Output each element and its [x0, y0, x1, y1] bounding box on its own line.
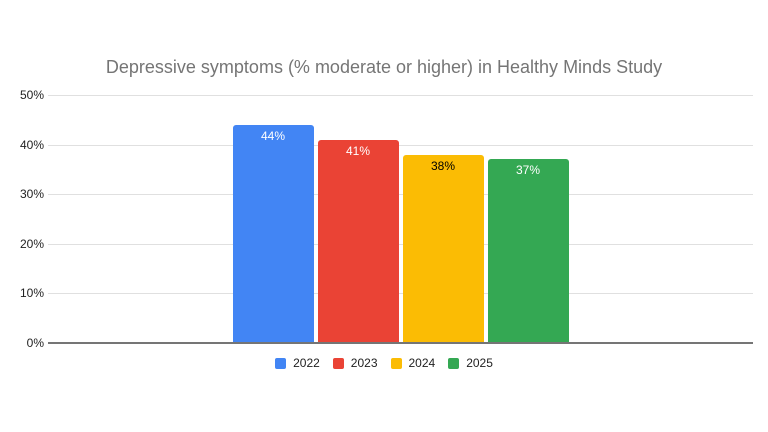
legend-item-2023: 2023 [332, 356, 378, 370]
bar-2022: 44% [232, 124, 314, 343]
legend-item-2022: 2022 [275, 356, 320, 370]
legend-item-2025: 2025 [448, 356, 493, 370]
legend-swatch-icon [275, 357, 287, 369]
gridline [48, 95, 753, 96]
bar-data-label: 37% [515, 163, 541, 178]
legend-label: 2025 [466, 356, 493, 370]
gridline [48, 293, 753, 295]
chart-legend: 2022 2023 2024 2025 [0, 356, 768, 370]
y-axis-tick-label: 0% [26, 336, 44, 350]
y-axis-tick-label: 30% [19, 187, 44, 202]
legend-swatch-icon [448, 357, 460, 369]
legend-item-2024: 2024 [390, 356, 436, 370]
gridline [48, 243, 753, 245]
legend-label: 2023 [350, 356, 378, 370]
y-axis-tick-label: 20% [19, 236, 44, 251]
bar-2024: 38% [402, 154, 484, 343]
y-axis-tick-label: 50% [19, 88, 44, 102]
bar-2025: 37% [487, 159, 569, 343]
y-axis-tick-label: 10% [19, 286, 44, 301]
y-axis-tick-label: 40% [19, 137, 44, 152]
legend-swatch-icon [332, 357, 344, 369]
legend-label: 2022 [293, 356, 320, 370]
bar-data-label: 44% [260, 128, 286, 143]
x-axis-line [48, 342, 753, 344]
bar-data-label: 38% [430, 158, 456, 173]
bar-data-label: 41% [345, 143, 371, 158]
plot-area: 0% 10% 20% 30% 40% 50% 44% 41% 38% 37% [20, 88, 753, 350]
gridline [48, 194, 753, 196]
gridline [48, 144, 753, 146]
legend-swatch-icon [390, 357, 402, 369]
bar-2023: 41% [317, 139, 399, 343]
chart-title: Depressive symptoms (% moderate or highe… [105, 57, 663, 77]
legend-label: 2024 [408, 356, 436, 370]
